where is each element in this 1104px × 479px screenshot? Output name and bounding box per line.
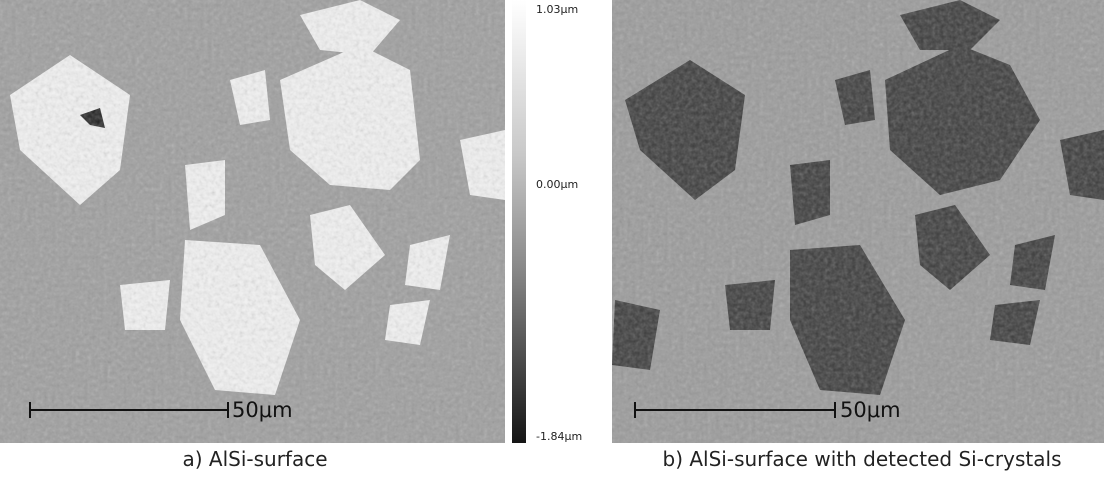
colorbar-label: 0.00μm <box>536 178 578 191</box>
scale-bar-label: 50μm <box>840 398 901 422</box>
colorbar-label: 1.03μm <box>536 3 578 16</box>
right-image: 50μm <box>612 0 1104 443</box>
page: 50μm a) AlSi-surface 1.03μm 0.00μm -1.84… <box>0 0 1104 479</box>
scale-bar-label: 50μm <box>232 398 293 422</box>
caption: a) AlSi-surface <box>182 447 327 471</box>
left-image: 50μm <box>0 0 505 443</box>
figure: 50μm a) AlSi-surface 1.03μm 0.00μm -1.84… <box>0 0 1104 479</box>
colorbar <box>512 0 526 443</box>
colorbar-label: -1.84μm <box>536 430 582 443</box>
caption: b) AlSi-surface with detected Si-crystal… <box>663 447 1062 471</box>
